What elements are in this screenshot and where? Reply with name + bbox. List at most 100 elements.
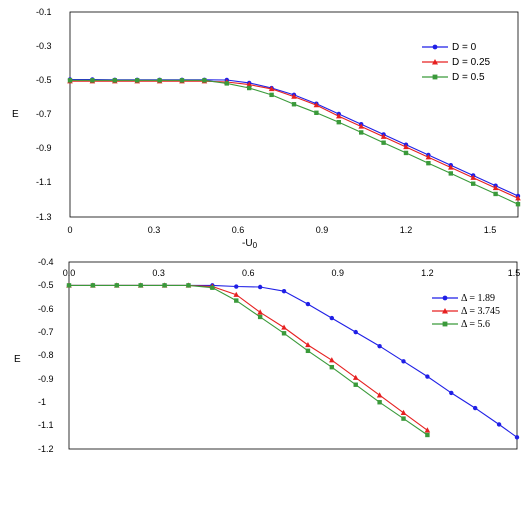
bottom-series-line-2: [69, 284, 428, 436]
top-ytick-label: -0.5: [36, 75, 52, 85]
top-data-point: [67, 78, 73, 83]
bottom-data-point: [281, 289, 287, 294]
top-x-axis-label-main: -U: [242, 238, 253, 249]
bottom-data-point: [281, 331, 287, 336]
top-xtick-label: 0.3: [148, 225, 161, 235]
bottom-ytick-label: -1.1: [38, 420, 54, 430]
bottom-data-point: [424, 427, 431, 433]
top-x-axis-label: -U0: [242, 238, 258, 250]
top-data-point: [358, 123, 364, 129]
top-data-point: [313, 102, 320, 108]
bottom-data-point: [377, 343, 382, 349]
top-ytick-label: -1.1: [36, 177, 52, 187]
top-data-point: [112, 78, 117, 83]
top-data-point: [426, 160, 431, 166]
bottom-data-point: [257, 284, 263, 290]
bottom-ytick-label: -0.8: [38, 350, 54, 360]
bottom-data-point: [234, 298, 239, 303]
bottom-xtick-label: 1.5: [508, 268, 521, 278]
bottom-data-point: [234, 284, 239, 289]
top-data-point: [403, 150, 409, 156]
top-x-ticks: 0 0.3 0.6 0.9 1.2 1.5: [67, 225, 496, 235]
top-legend-label: D = 0.25: [452, 57, 491, 68]
top-xtick-label: 1.2: [400, 225, 413, 235]
top-chart: -0.1 -0.3 -0.5 -0.7 -0.9 -1.1 -1.3 0 0.3…: [12, 7, 521, 250]
top-ytick-label: -0.7: [36, 109, 52, 119]
bottom-legend-label: Δ = 1.89: [461, 293, 495, 304]
top-data-point: [90, 78, 95, 83]
bottom-chart: -0.4 -0.5 -0.6 -0.7 -0.8 -0.9 -1 -1.1 -1…: [14, 257, 520, 454]
bottom-legend-marker: [442, 295, 448, 301]
top-data-point: [403, 143, 409, 150]
top-xtick-label: 1.5: [484, 225, 497, 235]
bottom-legend-marker: [442, 308, 448, 314]
top-data-point: [246, 81, 252, 87]
bottom-data-point: [305, 341, 311, 348]
top-legend-marker: [432, 74, 438, 80]
top-y-ticks: -0.1 -0.3 -0.5 -0.7 -0.9 -1.1 -1.3: [36, 7, 52, 222]
top-x-axis-label-sub: 0: [253, 241, 258, 250]
top-legend-marker: [432, 44, 438, 50]
top-data-point: [336, 119, 341, 125]
top-plot-frame: [69, 11, 519, 218]
top-data-point: [291, 93, 297, 99]
top-data-point: [380, 133, 387, 139]
top-data-point: [202, 78, 207, 83]
bottom-data-point: [305, 348, 311, 354]
bottom-data-point: [233, 291, 240, 297]
bottom-ytick-label: -0.4: [38, 257, 54, 267]
bottom-data-point: [329, 357, 335, 363]
bottom-plot-frame: [68, 261, 518, 450]
top-data-point: [314, 110, 319, 115]
bottom-data-point: [449, 390, 454, 396]
bottom-data-point: [401, 359, 406, 364]
bottom-data-point: [329, 315, 335, 321]
top-data-point: [269, 92, 274, 98]
top-legend: D = 0 D = 0.25 D = 0.5: [422, 42, 491, 83]
bottom-data-point: [186, 283, 191, 288]
top-ytick-label: -0.1: [36, 7, 52, 17]
bottom-data-point: [425, 374, 430, 379]
bottom-series-line-1: [69, 284, 428, 431]
bottom-ytick-label: -0.7: [38, 327, 54, 337]
bottom-data-point: [257, 314, 263, 320]
bottom-ytick-label: -0.6: [38, 304, 54, 314]
top-data-point: [135, 78, 140, 83]
top-data-point: [492, 184, 499, 191]
bottom-legend-label: Δ = 3.745: [461, 306, 500, 317]
bottom-data-point: [281, 324, 287, 330]
top-ytick-label: -0.3: [36, 41, 52, 51]
bottom-legend-item: Δ = 5.6: [432, 319, 490, 330]
bottom-ytick-label: -0.9: [38, 374, 54, 384]
bottom-data-point: [401, 416, 406, 421]
bottom-data-point: [353, 329, 358, 335]
bottom-ytick-label: -0.5: [38, 280, 54, 290]
bottom-xtick-label: 0.6: [242, 268, 255, 278]
top-y-axis-label: E: [12, 109, 19, 120]
top-data-point: [493, 191, 498, 197]
top-ytick-label: -1.3: [36, 212, 52, 222]
bottom-data-point: [400, 409, 407, 415]
bottom-data-point: [138, 283, 143, 288]
bottom-ytick-label: -1.2: [38, 444, 54, 454]
bottom-data-point: [377, 400, 382, 405]
top-legend-item: D = 0.25: [422, 57, 491, 68]
bottom-data-point: [90, 283, 96, 288]
bottom-data-point: [329, 364, 335, 370]
top-data-point: [381, 140, 386, 145]
top-data-point: [448, 171, 453, 176]
top-legend-label: D = 0.5: [452, 72, 485, 83]
bottom-legend: Δ = 1.89 Δ = 3.745 Δ = 5.6: [432, 293, 500, 330]
top-data-point: [247, 85, 252, 91]
top-data-point: [359, 130, 364, 135]
top-legend-marker: [432, 59, 438, 65]
bottom-data-point: [472, 405, 478, 411]
top-ytick-label: -0.9: [36, 143, 52, 153]
bottom-data-point: [66, 283, 72, 288]
top-series-line-2: [70, 79, 519, 205]
bottom-data-point: [496, 422, 502, 427]
top-data-point: [291, 102, 297, 107]
top-xtick-label: 0.6: [232, 225, 245, 235]
bottom-xtick-label: 0.3: [152, 268, 165, 278]
